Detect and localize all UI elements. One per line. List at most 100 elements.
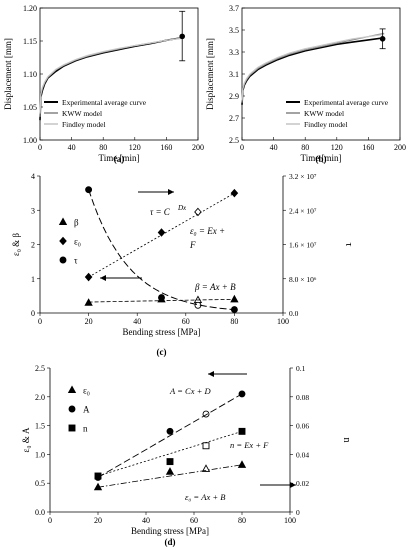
legend-label: ε₀ [74, 237, 81, 247]
y-tick-left-label: 2 [31, 241, 35, 250]
x-tick-label: 20 [85, 317, 93, 326]
y-tick-left-label: 2.0 [35, 393, 45, 402]
y-tick-right-label: 3.2 × 10⁷ [289, 172, 317, 181]
x-tick-label: 80 [238, 516, 246, 525]
panel-label: (c) [157, 347, 167, 357]
y-tick-label: 2.5 [229, 136, 239, 145]
data-point-triangle [193, 295, 203, 304]
data-point-square [166, 458, 174, 466]
series-line-findley-model [241, 33, 385, 101]
legend-marker-diamond [59, 236, 67, 246]
chart-c-svg: 0 20 40 60 80 100 0 1 2 3 4 0.0 8.0 × 10⁶ 1.6 × 10⁷ 2.… [11, 172, 354, 357]
n-axis-arrow-head [290, 482, 296, 488]
eps0-equation: ε₀ = Ax + B [185, 492, 225, 502]
x-axis-label: Time [min] [99, 153, 140, 163]
legend-label: KWW model [62, 109, 102, 118]
a-trend-line [97, 393, 243, 478]
y-tick-label: 2.7 [229, 114, 239, 123]
y-tick-left-label: 0 [31, 309, 35, 318]
x-tick-label: 160 [362, 143, 374, 152]
legend-label: Findley model [62, 120, 106, 129]
n-trend-line [97, 430, 243, 477]
y-tick-right-label: 0 [296, 508, 300, 517]
chart-panel-a: 0 40 80 120 160 200 1.00 1.05 1.10 1.15 1.20 Time [… [0, 0, 204, 168]
y-tick-label: 1.10 [23, 70, 37, 79]
legend-label: β [74, 218, 79, 228]
legend-label: A [83, 405, 90, 415]
y-tick-right-label: 1.6 × 10⁷ [289, 241, 317, 250]
beta-equation: β = Ax + B [194, 282, 236, 292]
legend-label: Experimental average curve [62, 98, 147, 107]
legend-marker-circle [68, 405, 76, 413]
data-point-circle [166, 427, 174, 435]
x-tick-label: 100 [277, 317, 289, 326]
legend-label: Findley model [304, 120, 348, 129]
chart-panel-b: 0 40 80 120 160 200 2.5 2.7 2.9 3.1 3.3 3.5 3.7 Time … [204, 0, 408, 168]
tau-trend-curve [88, 189, 235, 311]
data-point-diamond [157, 228, 166, 237]
a-equation: A = Cx + D [169, 386, 211, 396]
data-point-diamond [194, 207, 202, 217]
x-tick-label: 80 [99, 143, 107, 152]
y-tick-right-label: 0.04 [296, 450, 309, 459]
x-tick-label: 0 [38, 143, 42, 152]
y-tick-right-label: 8.0 × 10⁶ [289, 275, 317, 284]
data-point-circle [158, 294, 165, 302]
y-tick-right-label: 0.02 [296, 479, 309, 488]
chart-b-svg: 0 40 80 120 160 200 2.5 2.7 2.9 3.1 3.3 3.5 3.7 Time … [205, 4, 406, 164]
legend-label: ε₀ [83, 386, 90, 396]
y-tick-left-label: 1.5 [35, 422, 45, 431]
data-point-triangle [165, 467, 175, 475]
y-tick-label: 1.15 [23, 37, 37, 46]
data-point-triangle [201, 464, 211, 472]
beta-axis-arrow-head [100, 275, 106, 281]
chart-d-svg: 0 20 40 60 80 100 0.0 0.5 1.0 1.5 2.0 2.5 0 0.02 0.04 0… [21, 364, 352, 547]
y-tick-label: 3.5 [229, 26, 239, 35]
panel-label: (d) [165, 537, 176, 547]
y-tick-label: 1.05 [23, 103, 37, 112]
y-axis-left-label: ε₀ & β [11, 233, 21, 256]
y-tick-left-label: 1 [31, 275, 35, 284]
x-tick-label: 0 [48, 516, 52, 525]
y-tick-left-label: 0.5 [35, 479, 45, 488]
x-tick-label: 20 [94, 516, 102, 525]
x-tick-label: 40 [270, 143, 278, 152]
tau-axis-arrow-head [168, 189, 174, 195]
x-axis-label: Time [min] [301, 153, 342, 163]
eps0-trend-line [88, 192, 235, 278]
data-point-circle [85, 186, 93, 194]
panel-label: (b) [316, 154, 327, 164]
y-axis-left-label: ε₀ & A [21, 427, 31, 452]
x-tick-label: 0 [240, 143, 244, 152]
x-tick-label: 40 [133, 317, 141, 326]
series-line-findley-model [39, 37, 183, 114]
legend-label: KWW model [304, 109, 344, 118]
x-tick-label: 80 [230, 317, 238, 326]
y-tick-left-label: 4 [31, 172, 35, 181]
legend-marker-triangle [67, 385, 77, 394]
beta-trend-line [88, 298, 235, 303]
eps0-equation-line2: F [189, 240, 196, 250]
y-tick-left-label: 2.5 [35, 364, 45, 373]
y-tick-label: 3.7 [229, 4, 239, 13]
y-axis-right-label: τ [343, 242, 354, 246]
eps0-equation-line1: ε₀ = Ex + [190, 226, 225, 236]
x-tick-label: 80 [301, 143, 309, 152]
y-axis-label: Displacement [mm] [3, 38, 13, 110]
y-axis-label: Displacement [mm] [205, 38, 215, 110]
y-tick-right-label: 0.0 [289, 309, 299, 318]
data-point-triangle [237, 460, 247, 468]
y-tick-right-label: 0.08 [296, 393, 309, 402]
y-tick-left-label: 1.0 [35, 450, 45, 459]
legend-label: τ [74, 256, 78, 266]
data-point-circle [238, 390, 246, 398]
data-point-diamond [230, 188, 239, 198]
chart-panel-d: 0 20 40 60 80 100 0.0 0.5 1.0 1.5 2.0 2.5 0 0.02 0.04 0… [0, 360, 408, 550]
x-tick-label: 200 [192, 143, 204, 152]
data-point-triangle [230, 294, 239, 303]
legend-marker-triangle [58, 217, 68, 226]
x-axis-label: Bending stress [MPa] [131, 526, 209, 536]
x-tick-label: 120 [331, 143, 343, 152]
y-tick-left-label: 3 [31, 206, 35, 215]
n-equation: n = Ex + F [230, 440, 269, 450]
